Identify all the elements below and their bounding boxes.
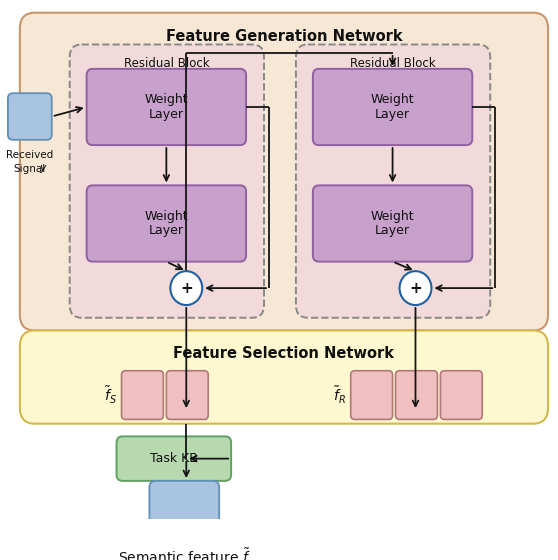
Text: Layer: Layer <box>149 225 184 237</box>
FancyBboxPatch shape <box>86 69 246 145</box>
Text: Weight: Weight <box>145 209 188 222</box>
Text: $\tilde{f}_S$: $\tilde{f}_S$ <box>104 385 117 405</box>
Text: Task KB: Task KB <box>150 452 198 465</box>
FancyBboxPatch shape <box>117 436 231 481</box>
Text: Semantic feature $\tilde{f}$: Semantic feature $\tilde{f}$ <box>118 548 251 560</box>
FancyBboxPatch shape <box>313 185 472 262</box>
FancyBboxPatch shape <box>8 93 52 140</box>
Text: Weight: Weight <box>145 93 188 106</box>
Text: Received: Received <box>6 150 54 160</box>
Text: +: + <box>409 281 422 296</box>
FancyBboxPatch shape <box>122 371 163 419</box>
FancyBboxPatch shape <box>86 185 246 262</box>
FancyBboxPatch shape <box>351 371 393 419</box>
Text: Weight: Weight <box>371 209 415 222</box>
Text: Layer: Layer <box>375 108 410 121</box>
Text: Residual Block: Residual Block <box>350 57 436 70</box>
FancyBboxPatch shape <box>296 44 490 318</box>
FancyBboxPatch shape <box>70 44 264 318</box>
FancyBboxPatch shape <box>440 371 482 419</box>
Text: Feature Generation Network: Feature Generation Network <box>166 29 402 44</box>
Circle shape <box>400 271 431 305</box>
Text: Layer: Layer <box>375 225 410 237</box>
Text: Signal: Signal <box>14 165 46 175</box>
FancyBboxPatch shape <box>396 371 437 419</box>
FancyBboxPatch shape <box>20 330 548 424</box>
FancyBboxPatch shape <box>313 69 472 145</box>
FancyBboxPatch shape <box>20 13 548 330</box>
Text: Weight: Weight <box>371 93 415 106</box>
Text: Feature Selection Network: Feature Selection Network <box>174 346 395 361</box>
Text: $\tilde{f}_R$: $\tilde{f}_R$ <box>333 385 346 405</box>
Circle shape <box>170 271 202 305</box>
Text: Layer: Layer <box>149 108 184 121</box>
Text: $\mathit{y}$: $\mathit{y}$ <box>39 164 49 175</box>
Text: Residual Block: Residual Block <box>124 57 210 70</box>
FancyBboxPatch shape <box>150 481 219 536</box>
FancyBboxPatch shape <box>166 371 208 419</box>
Text: +: + <box>180 281 193 296</box>
